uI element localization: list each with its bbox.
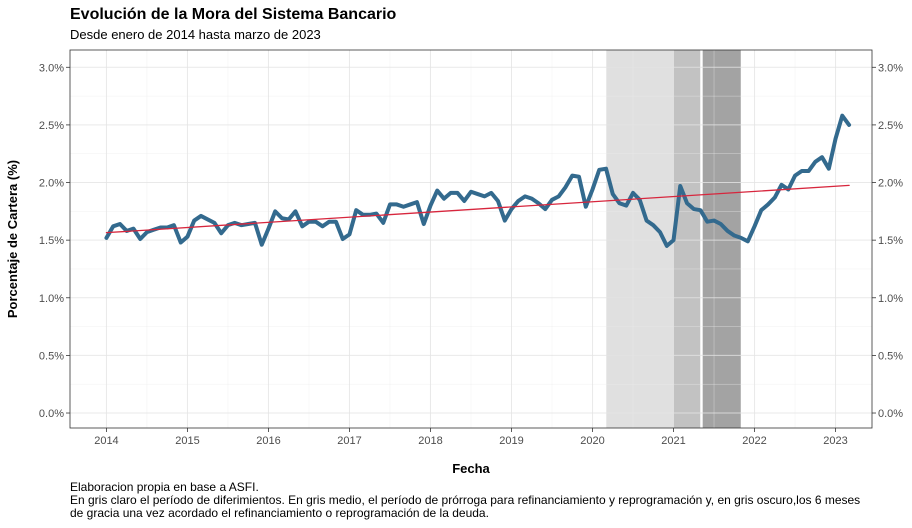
- chart-caption: Elaboracion propia en base a ASFI. En gr…: [70, 481, 860, 520]
- shaded-period-3: [702, 50, 741, 428]
- y-tick-label-left: 1.0%: [39, 293, 64, 305]
- chart-title: Evolución de la Mora del Sistema Bancari…: [70, 6, 397, 23]
- y-tick-label-right: 2.0%: [878, 178, 903, 190]
- x-tick-label: 2018: [418, 435, 442, 447]
- y-tick-label-left: 3.0%: [39, 62, 64, 74]
- axes: 0.0% 0.0% 0.5% 0.5% 1.0% 1.0% 1.5% 1.5% 2.0% 2.0%…: [39, 62, 903, 447]
- x-tick-label: 2023: [823, 435, 847, 447]
- x-tick-label: 2016: [256, 435, 280, 447]
- x-tick-label: 2015: [175, 435, 199, 447]
- x-tick-label: 2022: [742, 435, 766, 447]
- y-tick-label-left: 2.0%: [39, 178, 64, 190]
- series-lines: [104, 113, 852, 248]
- caption-line-3: de gracia una vez acordado el refinancia…: [70, 506, 489, 520]
- trend-line: [105, 184, 850, 234]
- shaded-period-2: [673, 50, 701, 428]
- x-tick-label: 2014: [94, 435, 118, 447]
- chart-subtitle: Desde enero de 2014 hasta marzo de 2023: [70, 27, 321, 42]
- y-tick-label-right: 1.0%: [878, 293, 903, 305]
- caption-line-2: En gris claro el período de diferimiento…: [70, 493, 861, 507]
- y-tick-label-left: 2.5%: [39, 120, 64, 132]
- grid-lines: [70, 50, 872, 428]
- x-tick-label: 2021: [661, 435, 685, 447]
- y-tick-label-left: 0.0%: [39, 408, 64, 420]
- x-tick-label: 2017: [337, 435, 361, 447]
- y-axis-title: Porcentaje de Cartera (%): [5, 160, 20, 318]
- y-tick-label-right: 3.0%: [878, 62, 903, 74]
- caption-line-1: Elaboracion propia en base a ASFI.: [70, 480, 259, 494]
- x-tick-label: 2019: [499, 435, 523, 447]
- y-tick-label-left: 0.5%: [39, 350, 64, 362]
- x-tick-label: 2020: [580, 435, 604, 447]
- y-tick-label-right: 0.5%: [878, 350, 903, 362]
- y-tick-label-left: 1.5%: [39, 235, 64, 247]
- y-tick-label-right: 1.5%: [878, 235, 903, 247]
- plot-frame: [69, 49, 873, 429]
- x-axis-title: Fecha: [452, 461, 490, 476]
- y-tick-label-right: 0.0%: [878, 408, 903, 420]
- shaded-periods: [606, 50, 741, 428]
- y-tick-label-right: 2.5%: [878, 120, 903, 132]
